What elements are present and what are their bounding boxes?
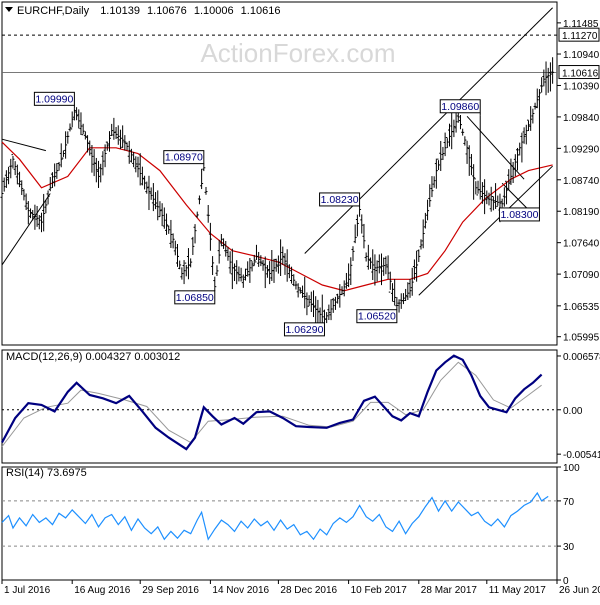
rsi-tick-label: 70 (563, 497, 575, 508)
price-tick-label: 1.09290 (563, 144, 600, 155)
trend-line (1, 193, 51, 266)
panel-frame (1, 1, 558, 346)
instrument-label: EURCHF,Daily (17, 5, 90, 17)
macd-tick-label: 0.006578 (563, 352, 600, 363)
low-value: 1.10006 (194, 5, 234, 17)
annotation-box (33, 91, 75, 106)
moving-average-line (1, 141, 553, 292)
price-tick-label: 1.08740 (563, 176, 600, 187)
rsi-tick-label: 100 (563, 463, 580, 474)
price-tick-label: 1.06535 (563, 302, 600, 313)
price-tick-label: 1.10390 (563, 81, 600, 92)
annotation-label: 1.09990 (35, 93, 73, 105)
chart-header: EURCHF,Daily 1.10139 1.10676 1.10006 1.1… (5, 5, 280, 17)
annotation-box (174, 290, 216, 305)
bars-layer (0, 57, 555, 328)
date-tick-label: 10 Feb 2017 (351, 585, 408, 596)
annotation-box (163, 150, 205, 165)
date-tick-label: 26 Jun 2017 (559, 585, 600, 596)
price-tick-label: 1.05995 (563, 333, 600, 344)
price-tick-label: 1.07090 (563, 270, 600, 281)
annotation-label: 1.06520 (358, 311, 396, 323)
annotation-label: 1.06850 (176, 292, 214, 304)
annotation-label: 1.08970 (165, 152, 203, 164)
macd-signal-line (1, 361, 542, 447)
macd-label: MACD(12,26,9) 0.004327 0.003012 (6, 351, 180, 363)
macd-tick-label: 0.00 (563, 406, 583, 417)
annotation-layer: 1.09990 1.08970 1.06850 1.06290 1.08230 1.065… (33, 91, 540, 337)
date-tick-label: 29 Sep 2016 (142, 585, 199, 596)
level-label: 1.11270 (562, 31, 598, 42)
price-tick-label: 1.07640 (563, 239, 600, 250)
annotation-label: 1.09860 (441, 101, 479, 113)
annotation-box (498, 207, 540, 222)
dropdown-triangle-icon[interactable] (5, 7, 13, 12)
svg-text:EURCHF,Daily 1.10139: EURCHF,Daily 1.10139 1.10676 1.10006 1.1… (17, 5, 280, 17)
price-tick-label: 1.09840 (563, 113, 600, 124)
grid-layer (1, 1, 558, 581)
level-label-box (558, 27, 600, 42)
annotation-box (439, 99, 481, 114)
macd-line (1, 354, 543, 451)
watermark: ActionForex.com (200, 38, 395, 68)
rsi-line (1, 491, 549, 541)
axis-layer: 1.05995 1.06535 1.07090 1.07640 1.08190 1.087… (1, 19, 600, 596)
date-tick-label: 28 Mar 2017 (421, 585, 478, 596)
price-tick-label: 1.10940 (563, 50, 600, 61)
price-tick-label: 1.08190 (563, 207, 600, 218)
annotation-box (283, 322, 325, 337)
trend-line (418, 165, 553, 296)
rsi-tick-label: 30 (563, 542, 575, 553)
date-tick-label: 1 Jul 2016 (4, 585, 51, 596)
lines-layer (1, 7, 557, 547)
high-value: 1.10676 (147, 5, 187, 17)
open-value: 1.10139 (100, 5, 140, 17)
annotation-label: 1.08300 (500, 209, 538, 221)
close-value: 1.10616 (241, 5, 281, 17)
date-tick-label: 28 Dec 2016 (280, 585, 337, 596)
annotation-box (356, 309, 398, 324)
date-tick-label: 11 May 2017 (489, 585, 547, 596)
trend-line (304, 7, 553, 254)
annotation-label: 1.08230 (321, 194, 359, 206)
macd-tick-label: -0.005419 (563, 450, 600, 461)
current-price-box (558, 65, 600, 80)
annotation-label: 1.06290 (285, 324, 323, 336)
date-tick-label: 16 Aug 2016 (74, 585, 131, 596)
price-tick-label: 1.11485 (563, 19, 599, 30)
rsi-tick-label: 0 (563, 576, 569, 587)
panel-frame (1, 466, 558, 581)
rsi-label: RSI(14) 73.6975 (6, 467, 87, 479)
panel-frame (1, 349, 558, 464)
current-price-label: 1.10616 (562, 69, 599, 80)
trend-line (1, 138, 46, 152)
date-tick-label: 14 Nov 2016 (212, 585, 269, 596)
annotation-box (319, 192, 361, 207)
